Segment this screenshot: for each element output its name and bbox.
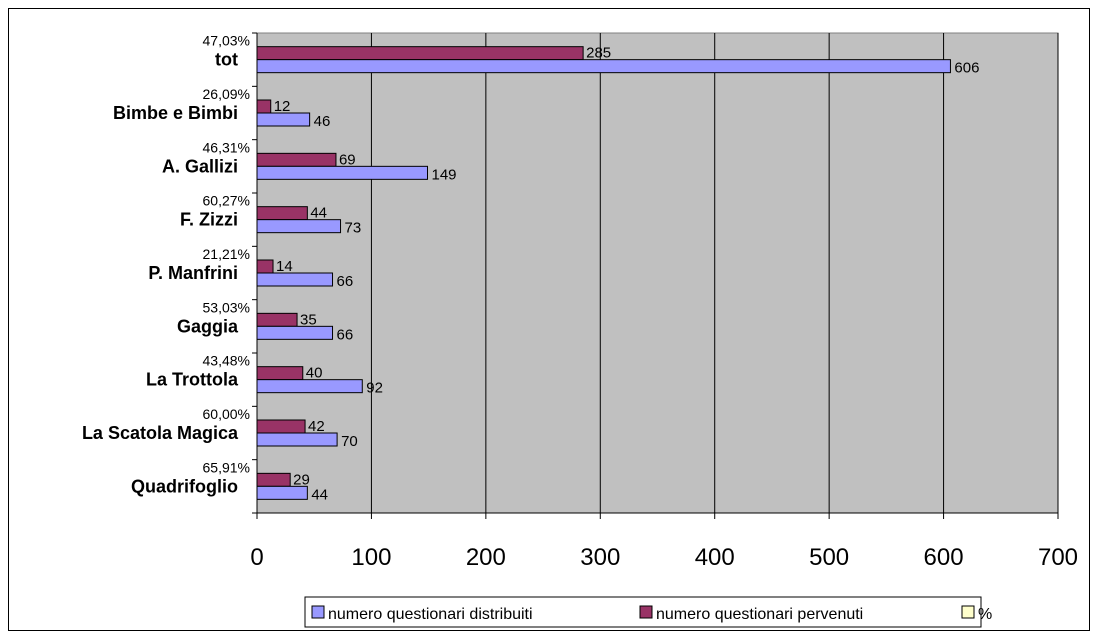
legend-swatch [961, 605, 975, 619]
bar-pervenuti [256, 99, 272, 114]
percent-label: 21,21% [203, 246, 250, 262]
x-tick-label: 100 [351, 544, 391, 571]
category-label: Gaggia [177, 316, 239, 336]
x-tick-label: 400 [695, 544, 735, 571]
data-label-distribuiti: 66 [337, 326, 354, 343]
x-tick-label: 700 [1038, 544, 1078, 571]
percent-label: 43,48% [203, 353, 250, 369]
data-label-pervenuti: 69 [339, 151, 356, 168]
data-label-distribuiti: 46 [314, 113, 331, 130]
x-tick-label: 300 [580, 544, 620, 571]
legend-swatch [639, 605, 653, 619]
x-tick-label: 0 [250, 544, 263, 571]
data-label-distribuiti: 73 [345, 220, 362, 237]
data-label-pervenuti: 285 [586, 45, 611, 62]
bar-distribuiti [256, 219, 342, 234]
bar-pervenuti [256, 259, 274, 274]
percent-label: 26,09% [203, 86, 250, 102]
bar-pervenuti [256, 366, 304, 381]
data-label-pervenuti: 40 [306, 365, 323, 382]
bar-pervenuti [256, 472, 291, 487]
category-label: La Trottola [146, 370, 239, 390]
data-label-pervenuti: 12 [274, 98, 291, 115]
percent-label: 65,91% [203, 459, 250, 475]
percent-label: 60,27% [203, 193, 250, 209]
plot-area [256, 32, 1059, 514]
bar-distribuiti [256, 272, 334, 287]
bar-pervenuti [256, 206, 308, 221]
data-label-distribuiti: 66 [337, 273, 354, 290]
data-label-distribuiti: 606 [954, 60, 979, 77]
data-label-pervenuti: 29 [293, 471, 310, 488]
legend-label: % [978, 606, 992, 623]
x-tick-label: 200 [466, 544, 506, 571]
percent-label: 47,03% [203, 33, 250, 49]
bar-pervenuti [256, 419, 306, 434]
data-label-distribuiti: 92 [366, 380, 383, 397]
category-label: Bimbe e Bimbi [113, 103, 238, 123]
legend-label: numero questionari distribuiti [328, 606, 533, 623]
bar-distribuiti [256, 325, 334, 340]
bar-pervenuti [256, 46, 584, 61]
x-tick-label: 500 [809, 544, 849, 571]
legend-label: numero questionari pervenuti [656, 606, 863, 623]
data-label-pervenuti: 44 [310, 205, 327, 222]
data-label-pervenuti: 14 [276, 258, 293, 275]
data-label-pervenuti: 42 [308, 418, 325, 435]
x-tick-label: 600 [924, 544, 964, 571]
category-label: tot [215, 50, 238, 70]
category-label: F. Zizzi [180, 210, 238, 230]
percent-label: 60,00% [203, 406, 250, 422]
data-label-distribuiti: 44 [311, 486, 328, 503]
data-label-distribuiti: 70 [341, 433, 358, 450]
bar-pervenuti [256, 152, 337, 167]
legend-swatch [311, 605, 325, 619]
data-label-distribuiti: 149 [431, 166, 456, 183]
bar-distribuiti [256, 432, 338, 447]
data-label-pervenuti: 35 [300, 311, 317, 328]
category-label: La Scatola Magica [82, 423, 239, 443]
category-label: Quadrifoglio [131, 476, 238, 496]
percent-label: 53,03% [203, 299, 250, 315]
category-label: A. Gallizi [162, 156, 238, 176]
percent-label: 46,31% [203, 139, 250, 155]
category-label: P. Manfrini [148, 263, 238, 283]
bar-pervenuti [256, 312, 298, 327]
